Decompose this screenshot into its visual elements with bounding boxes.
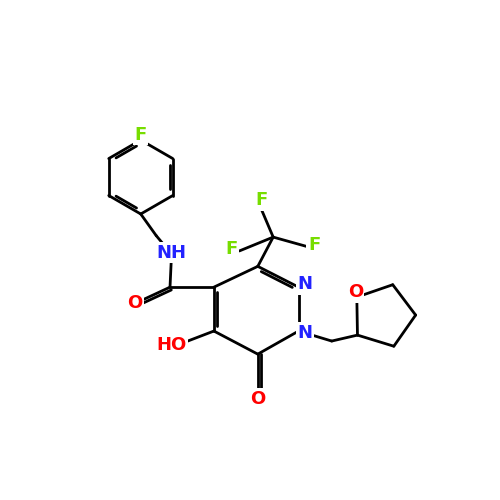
Text: O: O bbox=[348, 284, 363, 302]
Text: NH: NH bbox=[156, 244, 186, 262]
Text: N: N bbox=[298, 324, 312, 342]
Text: HO: HO bbox=[156, 336, 186, 354]
Text: O: O bbox=[250, 390, 266, 408]
Text: O: O bbox=[127, 294, 142, 312]
Text: F: F bbox=[226, 240, 237, 258]
Text: N: N bbox=[298, 275, 312, 293]
Text: F: F bbox=[308, 236, 320, 254]
Text: F: F bbox=[256, 191, 268, 209]
Text: F: F bbox=[134, 126, 147, 144]
